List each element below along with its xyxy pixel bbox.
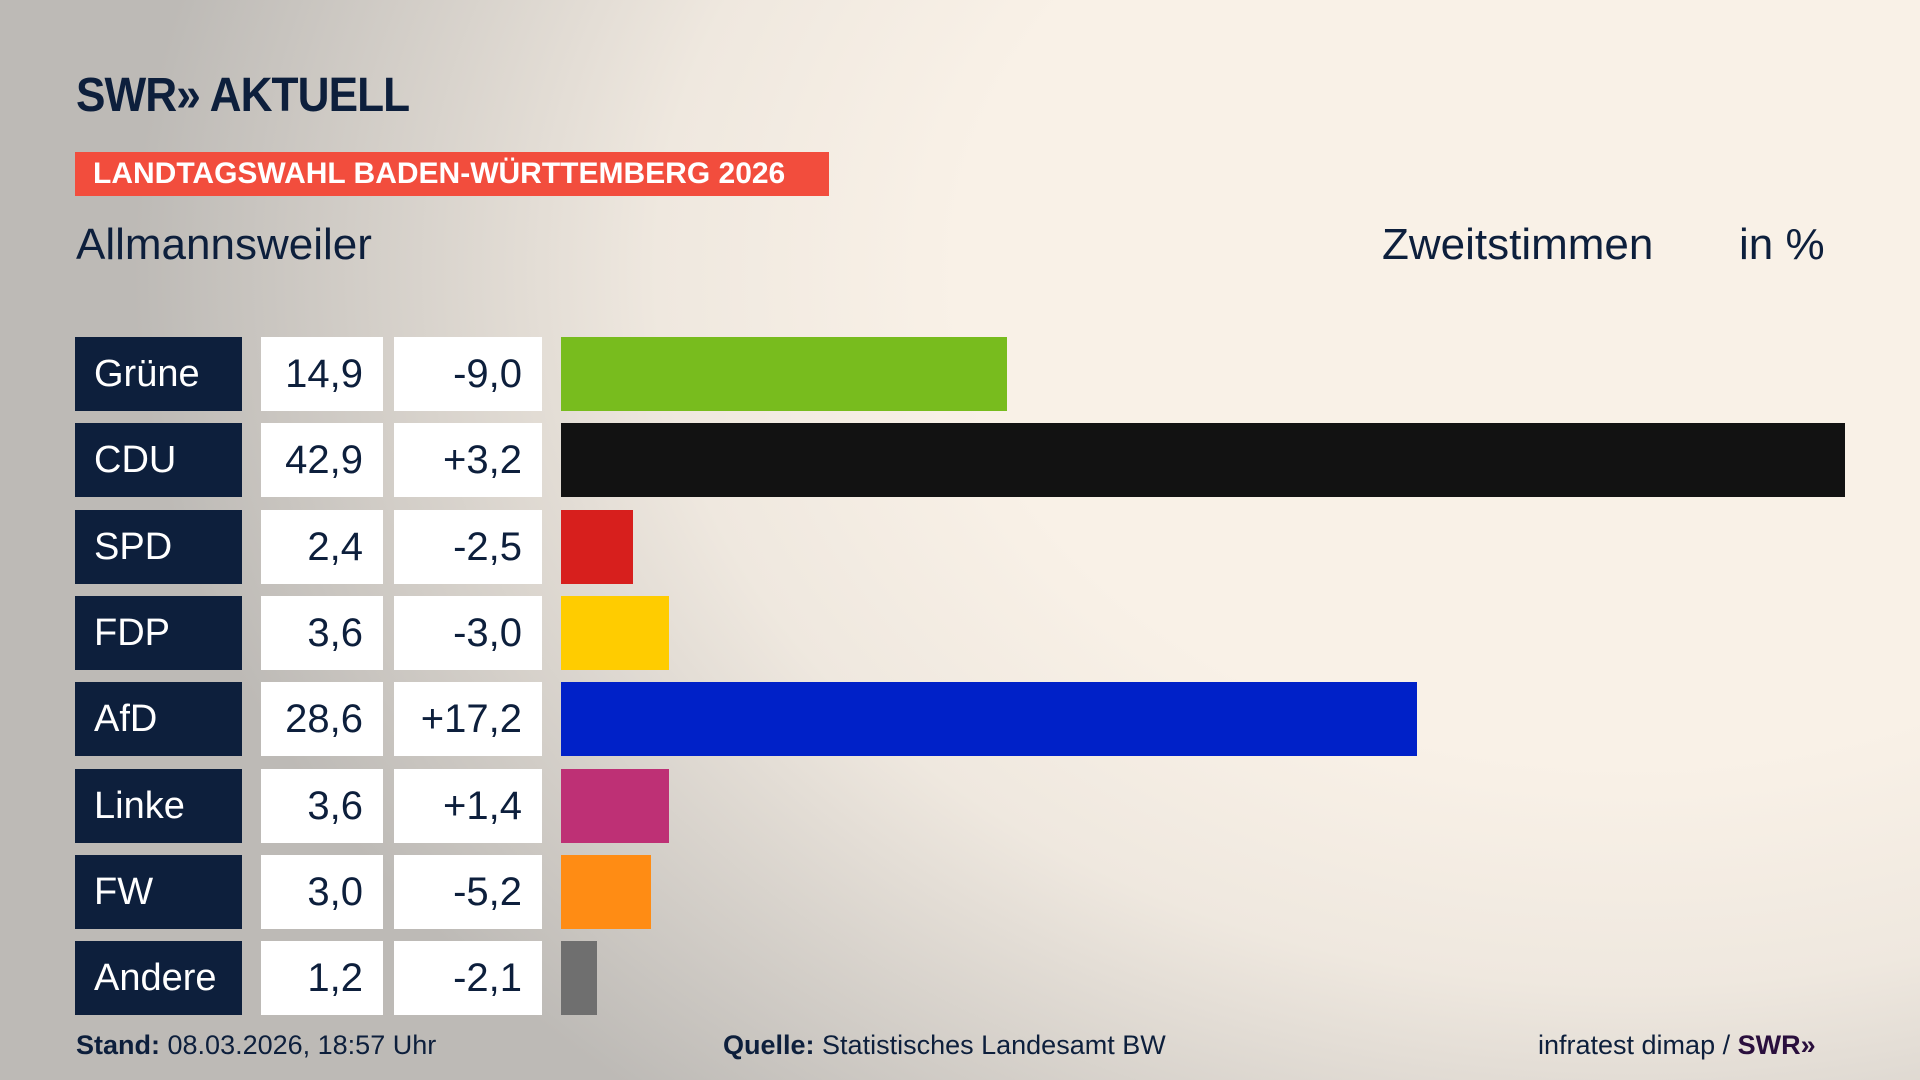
- party-label: Grüne: [75, 337, 242, 411]
- bar-row: CDU 42,9 +3,2: [75, 423, 1875, 498]
- bar: [561, 509, 633, 584]
- source: Quelle: Statistisches Landesamt BW: [723, 1030, 1166, 1061]
- bar: [561, 423, 1845, 498]
- party-label: Andere: [75, 941, 242, 1016]
- party-label: SPD: [75, 509, 242, 584]
- value-label: 1,2: [261, 941, 383, 1016]
- bar-row: Andere 1,2 -2,1: [75, 941, 1875, 1016]
- value-label: 3,0: [261, 854, 383, 929]
- bar: [561, 337, 1007, 411]
- value-label: 2,4: [261, 509, 383, 584]
- timestamp: Stand: 08.03.2026, 18:57 Uhr: [76, 1030, 436, 1061]
- diff-label: +17,2: [394, 682, 542, 757]
- credit-text: infratest dimap /: [1538, 1030, 1731, 1060]
- bar: [561, 682, 1417, 757]
- party-label: AfD: [75, 682, 242, 757]
- bar: [561, 768, 669, 843]
- unit-label: in %: [1739, 220, 1825, 269]
- value-label: 42,9: [261, 423, 383, 498]
- election-banner: LANDTAGSWAHL BADEN-WÜRTTEMBERG 2026: [75, 152, 829, 196]
- bar-row: FDP 3,6 -3,0: [75, 595, 1875, 670]
- bar: [561, 941, 597, 1016]
- credit: infratest dimap / SWR»: [1538, 1030, 1816, 1061]
- diff-label: -2,1: [394, 941, 542, 1016]
- value-label: 3,6: [261, 768, 383, 843]
- swr-logo: SWR»: [1737, 1030, 1816, 1060]
- diff-label: -5,2: [394, 854, 542, 929]
- bar: [561, 595, 669, 670]
- bar-row: AfD 28,6 +17,2: [75, 682, 1875, 757]
- swr-aktuell-logo: SWR» AKTUELL: [76, 69, 410, 122]
- diff-label: -2,5: [394, 509, 542, 584]
- value-label: 3,6: [261, 595, 383, 670]
- bar-row: Grüne 14,9 -9,0: [75, 337, 1875, 411]
- bar-row: SPD 2,4 -2,5: [75, 509, 1875, 584]
- party-label: CDU: [75, 423, 242, 498]
- measure-label: Zweitstimmen: [1382, 220, 1654, 269]
- value-label: 14,9: [261, 337, 383, 411]
- stand-label: Stand:: [76, 1030, 160, 1060]
- bar-row: Linke 3,6 +1,4: [75, 768, 1875, 843]
- party-label: FDP: [75, 595, 242, 670]
- value-label: 28,6: [261, 682, 383, 757]
- diff-label: +1,4: [394, 768, 542, 843]
- party-label: FW: [75, 854, 242, 929]
- source-value: Statistisches Landesamt BW: [822, 1030, 1166, 1060]
- diff-label: -3,0: [394, 595, 542, 670]
- bar-row: FW 3,0 -5,2: [75, 854, 1875, 929]
- source-label: Quelle:: [723, 1030, 815, 1060]
- place-title: Allmannsweiler: [76, 220, 372, 269]
- party-label: Linke: [75, 768, 242, 843]
- stand-value: 08.03.2026, 18:57 Uhr: [167, 1030, 437, 1060]
- bar: [561, 854, 651, 929]
- diff-label: -9,0: [394, 337, 542, 411]
- diff-label: +3,2: [394, 423, 542, 498]
